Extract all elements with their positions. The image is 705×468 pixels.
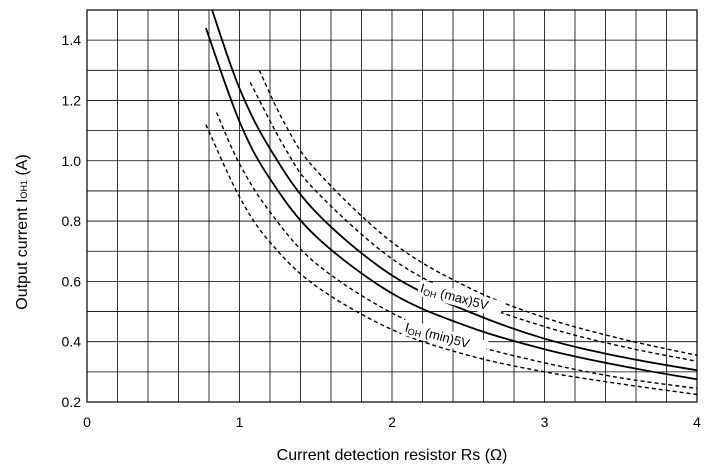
series-line-4 xyxy=(249,82,698,362)
annotation-sub: OH xyxy=(422,287,438,300)
series-line-1 xyxy=(211,9,698,372)
y-tick-label: 0.2 xyxy=(62,394,82,410)
y-tick-label: 0.6 xyxy=(62,273,82,289)
y-axis-label-unit: (A) xyxy=(14,154,31,180)
y-tick-label: 1.0 xyxy=(62,153,82,169)
series-line-6 xyxy=(205,124,698,396)
x-tick-label: 4 xyxy=(693,414,701,430)
x-axis-label: Current detection resistor Rs (Ω) xyxy=(277,447,508,464)
series-line-5 xyxy=(215,112,698,390)
series-line-2 xyxy=(205,27,698,381)
annotation-sub: OH xyxy=(407,326,423,339)
x-tick-label: 0 xyxy=(83,414,91,430)
grid xyxy=(87,10,697,402)
annotation-background xyxy=(401,318,489,357)
annotation-background xyxy=(416,279,504,318)
series-group xyxy=(205,9,698,396)
y-tick-label: 0.4 xyxy=(62,334,82,350)
y-tick-labels: 0.2 0.4 0.6 0.8 1.0 1.2 1.4 xyxy=(62,32,82,410)
y-axis-label-sub: OH1 xyxy=(19,180,29,199)
annotation-2: IOH (min)5V xyxy=(401,318,489,357)
plot-frame xyxy=(86,9,698,403)
y-axis-label: Output current IOH1 (A) xyxy=(14,154,31,309)
annotation-main: I xyxy=(403,320,410,335)
y-tick-label: 1.2 xyxy=(62,92,82,108)
annotation-rest: (min)5V xyxy=(420,324,472,351)
x-tick-label: 1 xyxy=(236,414,244,430)
y-tick-label: 0.8 xyxy=(62,213,82,229)
series-line-3 xyxy=(258,70,698,356)
x-tick-labels: 0 1 2 3 4 xyxy=(83,414,701,430)
y-axis-label-main: Output current I xyxy=(14,199,31,310)
y-tick-label: 1.4 xyxy=(62,32,82,48)
x-tick-label: 3 xyxy=(541,414,549,430)
x-tick-label: 2 xyxy=(388,414,396,430)
annotation-main: I xyxy=(419,280,426,295)
